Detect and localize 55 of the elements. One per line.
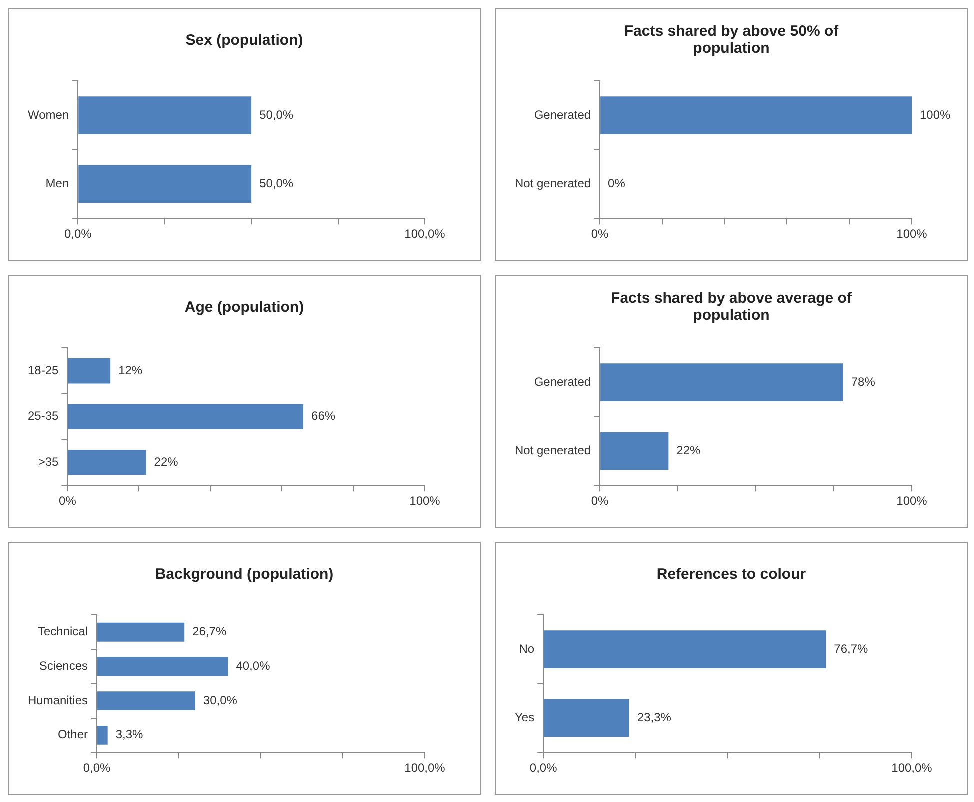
y-tick-label: 25-35 <box>27 409 59 424</box>
x-tick-label: 100,0% <box>404 761 446 776</box>
chart-title: Background (population) <box>154 564 335 584</box>
data-label: 66% <box>311 409 336 424</box>
chart-title: References to colour <box>656 564 808 584</box>
bar <box>68 358 110 384</box>
y-tick-label: Men <box>45 176 69 191</box>
data-label: 100% <box>920 108 951 122</box>
data-label: 3,3% <box>115 728 144 742</box>
chart-title: Facts shared by above average of population <box>610 289 853 326</box>
bar <box>97 692 195 711</box>
data-label: 26,7% <box>192 624 226 639</box>
x-tick-label: 0% <box>590 494 609 508</box>
y-tick-label: Technical <box>37 624 88 639</box>
bar <box>97 726 108 745</box>
data-label: 76,7% <box>834 642 868 656</box>
y-tick-label: Women <box>27 108 69 122</box>
y-tick-label: Not generated <box>514 444 591 458</box>
data-label: 22% <box>154 455 178 470</box>
y-tick-label: Sciences <box>38 659 88 674</box>
y-tick-label: 18-25 <box>27 363 59 378</box>
x-tick-label: 100,0% <box>891 761 932 776</box>
data-label: 50,0% <box>259 108 294 122</box>
data-label: 0% <box>608 176 626 191</box>
chart-title: Facts shared by above 50% of population <box>623 22 840 59</box>
y-tick-label: Yes <box>514 710 534 725</box>
chart-title: Sex (population) <box>184 30 304 50</box>
data-label: 22% <box>676 444 701 458</box>
y-tick-label: Humanities <box>27 693 88 708</box>
x-tick-label: 0% <box>58 494 76 508</box>
y-tick-label: Other <box>58 728 88 742</box>
x-tick-label: 100% <box>409 494 440 508</box>
data-label: 12% <box>118 363 142 378</box>
x-tick-label: 0,0% <box>64 227 92 242</box>
chart-title: Age (population) <box>184 298 306 318</box>
data-label: 30,0% <box>202 693 238 708</box>
y-tick-label: Generated <box>534 108 591 122</box>
data-label: 23,3% <box>636 710 672 725</box>
x-tick-label: 0,0% <box>82 761 111 776</box>
x-tick-label: 100% <box>896 227 928 242</box>
y-tick-label: No <box>518 642 534 656</box>
bar <box>68 404 304 430</box>
x-tick-label: 100% <box>896 494 928 508</box>
y-tick-label: >35 <box>38 455 59 470</box>
x-tick-label: 0% <box>590 227 609 242</box>
bar <box>68 450 146 476</box>
x-tick-label: 0,0% <box>529 761 558 776</box>
bar <box>97 622 184 642</box>
data-label: 50,0% <box>259 176 294 191</box>
bar <box>97 657 228 676</box>
y-tick-label: Generated <box>534 374 591 389</box>
y-tick-label: Not generated <box>514 176 591 191</box>
data-label: 78% <box>850 374 876 389</box>
data-label: 40,0% <box>236 659 270 674</box>
x-tick-label: 100,0% <box>404 227 446 242</box>
